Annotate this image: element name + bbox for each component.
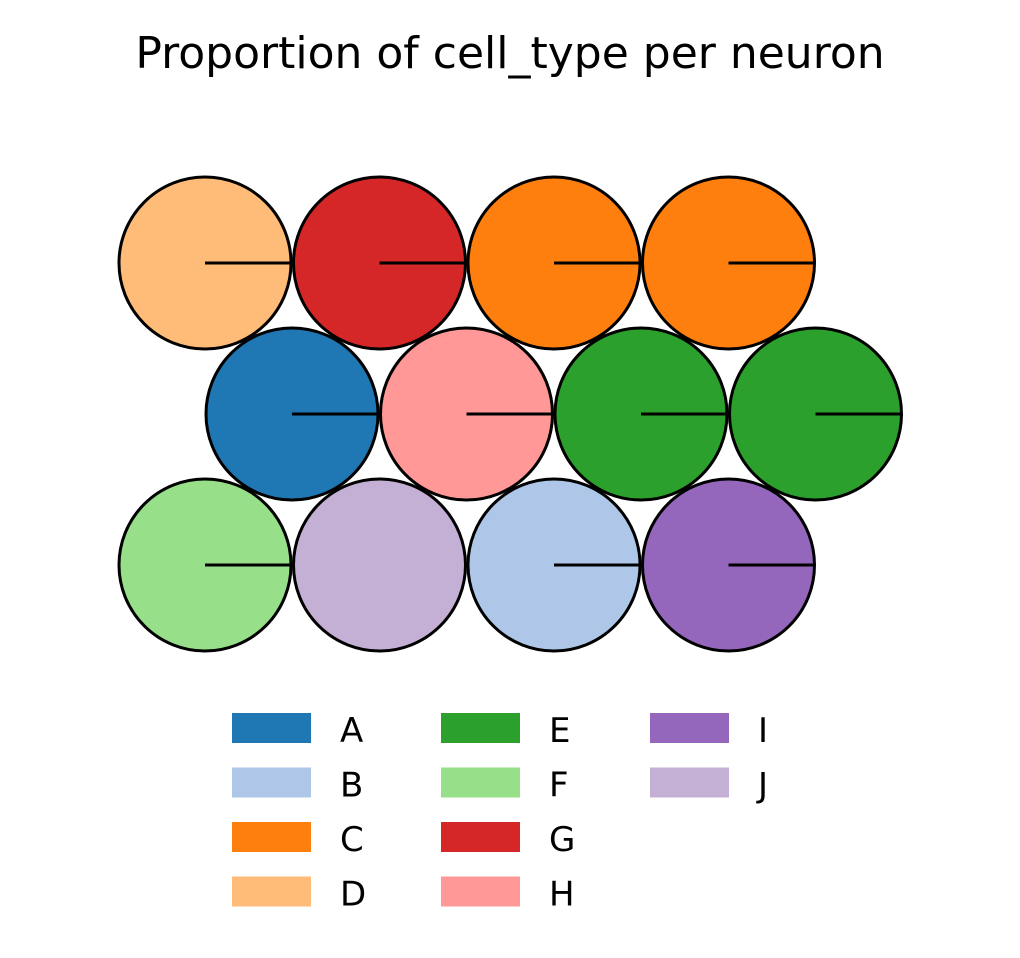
legend-swatch [232, 822, 311, 852]
legend-swatch [232, 713, 311, 743]
legend-swatch [232, 876, 311, 907]
legend-swatch [441, 713, 520, 743]
pie-outline [379, 326, 554, 502]
legend-swatch [650, 767, 729, 798]
legend-item-B: B [232, 766, 363, 806]
pie-outline [117, 175, 293, 351]
pie-outline [641, 175, 816, 351]
pie-outline [466, 477, 642, 653]
legend-label: A [340, 711, 363, 751]
legend-item-F: F [441, 766, 569, 806]
pie-outline [292, 477, 467, 653]
pie-outline [641, 477, 816, 653]
neuron-pie-4 [641, 175, 816, 351]
legend-label: J [756, 766, 768, 806]
neuron-pie-7 [553, 326, 729, 502]
pie-slice-J [293, 479, 466, 651]
legend-item-G: G [441, 820, 575, 860]
neuron-pie-11 [466, 477, 642, 653]
legend-swatch [232, 767, 311, 798]
legend-label: H [549, 875, 575, 915]
neuron-pies [117, 175, 903, 653]
legend-swatch [441, 767, 520, 798]
legend-label: C [340, 820, 364, 860]
neuron-pie-10 [292, 477, 467, 653]
pie-outline [292, 175, 467, 351]
legend-label: I [758, 711, 768, 751]
legend-item-H: H [441, 875, 575, 915]
legend-item-E: E [441, 711, 570, 751]
legend-label: B [340, 766, 363, 806]
legend-label: F [549, 766, 569, 806]
legend-swatch [441, 876, 520, 907]
pie-outline [466, 175, 642, 351]
neuron-pie-8 [728, 326, 903, 502]
neuron-pie-3 [466, 175, 642, 351]
legend-item-J: J [650, 766, 768, 806]
legend-swatch [650, 713, 729, 743]
legend-swatch [441, 822, 520, 852]
pie-outline [117, 477, 293, 653]
chart-title: Proportion of cell_type per neuron [135, 28, 884, 79]
neuron-pie-12 [641, 477, 816, 653]
neuron-pie-9 [117, 477, 293, 653]
neuron-pie-1 [117, 175, 293, 351]
pie-outline [728, 326, 903, 502]
legend-label: G [549, 820, 575, 860]
neuron-pie-5 [204, 326, 380, 502]
neuron-pie-6 [379, 326, 554, 502]
legend-item-C: C [232, 820, 364, 860]
legend-label: E [549, 711, 570, 751]
legend-item-I: I [650, 711, 768, 751]
pie-outline [553, 326, 729, 502]
pie-outline [204, 326, 380, 502]
neuron-pie-2 [292, 175, 467, 351]
legend-item-D: D [232, 875, 366, 915]
legend-label: D [340, 875, 366, 915]
legend-item-A: A [232, 711, 363, 751]
